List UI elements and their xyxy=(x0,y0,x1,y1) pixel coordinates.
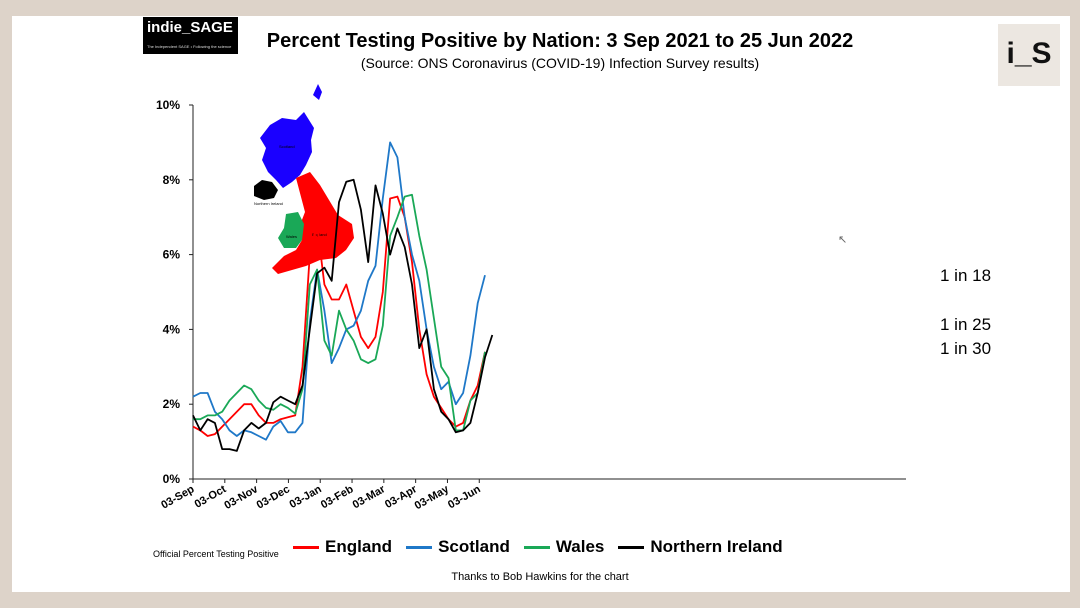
x-tick-label: 03-May xyxy=(413,483,452,512)
legend-swatch xyxy=(406,545,433,549)
uk-map-inset: Scotland Northern Ireland England Wales xyxy=(254,84,354,274)
chart-credit: Thanks to Bob Hawkins for the chart xyxy=(451,571,629,583)
x-tick-label: 03-Nov xyxy=(222,483,261,512)
legend-item-england: England xyxy=(293,537,392,557)
series-line-scotland xyxy=(192,141,486,441)
legend-item-northern-ireland: Northern Ireland xyxy=(618,537,783,557)
series-line-wales xyxy=(193,193,486,432)
y-tick-label: 2% xyxy=(163,397,181,411)
map-label-england: England xyxy=(312,232,327,237)
slide-background xyxy=(12,16,1070,592)
x-tick-label: 03-Sep xyxy=(159,483,196,512)
x-tick-label: 03-Mar xyxy=(351,483,388,511)
legend-swatch xyxy=(618,545,645,549)
legend-swatch xyxy=(523,545,550,549)
map-label-northern-ireland: Northern Ireland xyxy=(254,201,283,206)
map-scotland xyxy=(260,112,314,188)
annotation-scotland: 1 in 18 xyxy=(940,266,992,285)
x-tick-label: 03-Feb xyxy=(319,483,356,511)
y-tick-label: 6% xyxy=(163,248,181,262)
x-tick-label: 03-Apr xyxy=(383,483,420,511)
series-line-england xyxy=(192,195,486,437)
legend-swatch xyxy=(293,545,319,549)
series-line-northern-ireland xyxy=(192,178,494,452)
map-england xyxy=(272,172,354,274)
y-tick-label: 8% xyxy=(163,173,181,187)
y-tick-label: 0% xyxy=(163,472,181,486)
map-northern-ireland xyxy=(254,180,278,200)
legend-note: Official Percent Testing Positive xyxy=(153,549,279,559)
chart-title: Percent Testing Positive by Nation: 3 Se… xyxy=(266,30,854,52)
map-label-wales: Wales xyxy=(286,234,297,239)
x-tick-label: 03-Dec xyxy=(255,483,292,511)
x-tick-label: 03-Oct xyxy=(193,483,229,511)
legend-item-scotland: Scotland xyxy=(406,537,510,557)
is-logo: i_S xyxy=(998,24,1060,86)
y-tick-label: 10% xyxy=(156,98,180,112)
map-label-scotland: Scotland xyxy=(279,144,295,149)
legend-item-wales: Wales xyxy=(523,537,604,557)
x-tick-label: 03-Jan xyxy=(288,483,324,511)
y-tick-label: 4% xyxy=(163,322,181,336)
mouse-cursor-icon: ↖ xyxy=(838,234,848,246)
indie-sage-logo: indie_SAGE The Independent SAGE • Follow… xyxy=(143,17,238,54)
map-wales xyxy=(278,212,304,248)
chart-legend: England Scotland Wales Northern Ireland xyxy=(293,536,797,558)
map-islands xyxy=(313,84,322,100)
chart-plot xyxy=(192,141,494,452)
chart-subtitle: (Source: ONS Coronavirus (COVID-19) Infe… xyxy=(360,55,760,71)
x-tick-label: 03-Jun xyxy=(446,483,483,511)
annotation-northern-ireland: 1 in 25 xyxy=(940,315,992,334)
annotation-england: 1 in 30 xyxy=(940,339,992,358)
